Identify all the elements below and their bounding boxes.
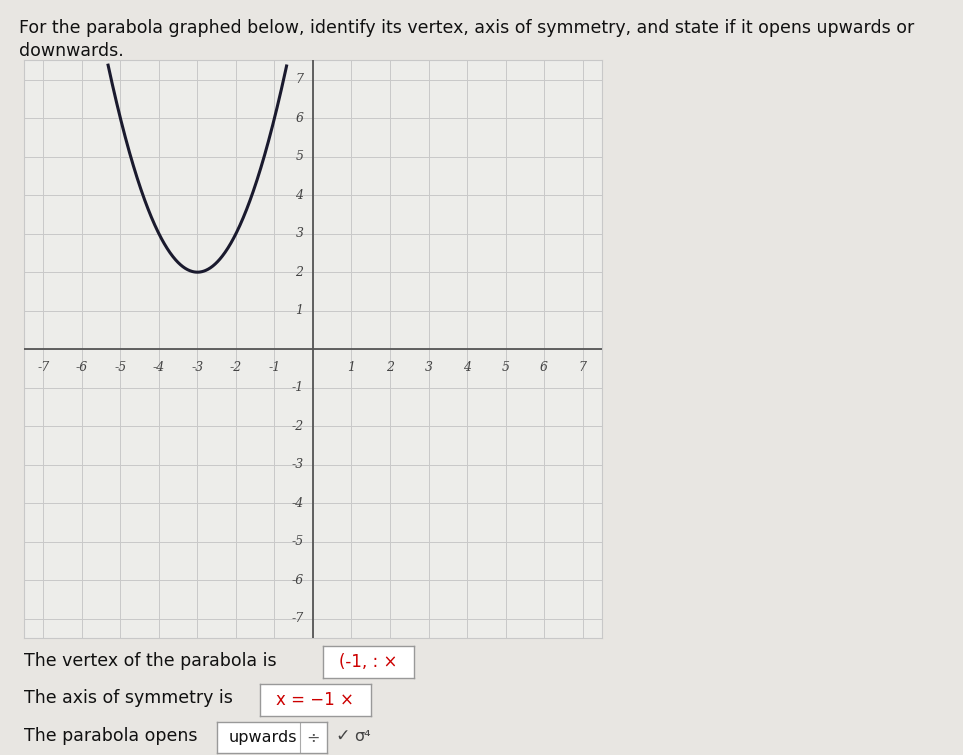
Text: -4: -4	[291, 497, 303, 510]
Text: 7: 7	[579, 361, 586, 374]
Text: -5: -5	[291, 535, 303, 548]
Text: downwards.: downwards.	[19, 42, 124, 60]
Text: ✓: ✓	[335, 727, 350, 745]
Text: The axis of symmetry is: The axis of symmetry is	[24, 689, 233, 707]
Text: -4: -4	[153, 361, 165, 374]
Text: 6: 6	[296, 112, 303, 125]
Text: x = −1 ×: x = −1 ×	[276, 691, 354, 709]
Text: 5: 5	[502, 361, 509, 374]
Text: The parabola opens: The parabola opens	[24, 727, 197, 745]
Text: σ⁴: σ⁴	[354, 729, 371, 744]
Text: -2: -2	[230, 361, 242, 374]
Text: -6: -6	[76, 361, 88, 374]
Text: 6: 6	[540, 361, 548, 374]
Text: -2: -2	[291, 420, 303, 433]
Text: -7: -7	[291, 612, 303, 625]
Text: -7: -7	[38, 361, 49, 374]
Text: 3: 3	[296, 227, 303, 240]
Text: 7: 7	[296, 73, 303, 86]
Text: 4: 4	[463, 361, 471, 374]
Text: 1: 1	[296, 304, 303, 317]
Text: -6: -6	[291, 574, 303, 587]
Text: 4: 4	[296, 189, 303, 202]
Text: -1: -1	[291, 381, 303, 394]
Text: -3: -3	[192, 361, 203, 374]
Text: 5: 5	[296, 150, 303, 163]
Text: 3: 3	[425, 361, 432, 374]
Text: 1: 1	[348, 361, 355, 374]
Text: The vertex of the parabola is: The vertex of the parabola is	[24, 652, 276, 670]
Text: ÷: ÷	[306, 730, 320, 745]
Text: -3: -3	[291, 458, 303, 471]
Text: -5: -5	[115, 361, 126, 374]
Text: (-1, : ×: (-1, : ×	[339, 653, 398, 671]
Text: upwards: upwards	[229, 730, 298, 745]
Text: -1: -1	[269, 361, 280, 374]
Text: For the parabola graphed below, identify its vertex, axis of symmetry, and state: For the parabola graphed below, identify…	[19, 19, 915, 37]
Text: 2: 2	[386, 361, 394, 374]
Text: 2: 2	[296, 266, 303, 279]
